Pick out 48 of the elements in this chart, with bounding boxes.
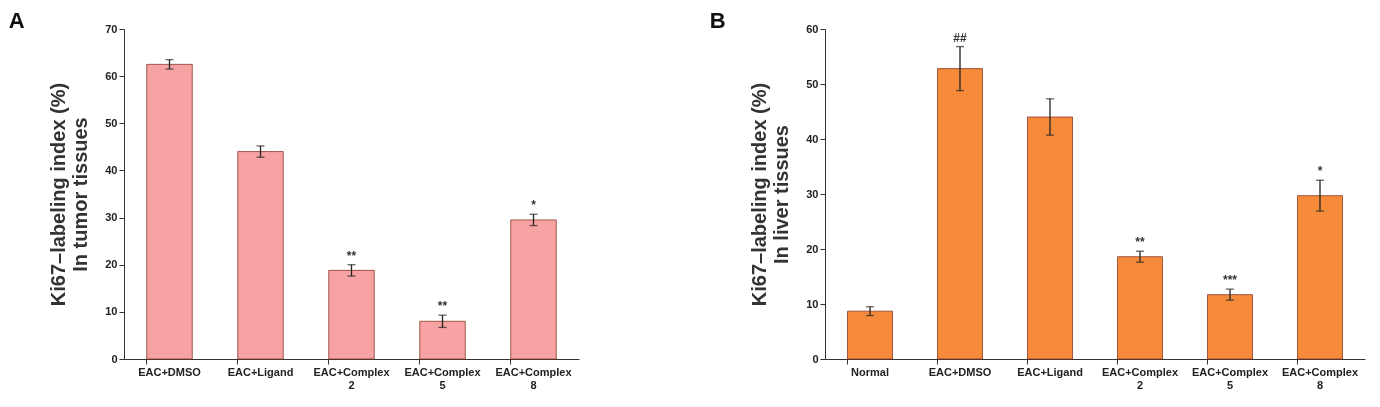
x-tick-label: EAC+Complex 2 [1101, 365, 1179, 391]
x-tick-label: EAC+Complex 8 [1281, 365, 1359, 391]
annotation: ** [1135, 235, 1145, 250]
bar [1297, 195, 1343, 360]
bar [1027, 116, 1073, 360]
y-tick-label: 50 [105, 116, 118, 129]
y-tick-label: 70 [105, 22, 118, 35]
y-tick-label: 20 [806, 242, 819, 255]
x-tick-label: Normal [851, 365, 889, 378]
y-tick-label: 10 [806, 297, 819, 310]
y-tick-label: 20 [105, 258, 118, 271]
bar [237, 151, 284, 360]
y-tick-label: 60 [806, 22, 819, 35]
chart-title: A [8, 8, 25, 33]
x-tick-label: EAC+Complex 5 [1191, 365, 1269, 391]
x-tick-label: EAC+Ligand [227, 365, 294, 378]
chart-title: B [709, 8, 726, 33]
y-tick-label: 50 [806, 77, 819, 90]
bar [1207, 294, 1253, 360]
annotation: *** [1222, 273, 1238, 288]
bar [1117, 256, 1163, 360]
bar [328, 269, 375, 360]
x-tick-label: EAC+DMSO [138, 365, 202, 378]
bar [510, 219, 557, 360]
y-tick-label: 0 [812, 352, 819, 365]
x-tick-label: EAC+Ligand [1017, 365, 1083, 378]
x-tick-label: EAC+Complex 5 [404, 365, 482, 391]
x-tick-label: EAC+DMSO [928, 365, 992, 378]
bar [419, 320, 466, 360]
bar [937, 68, 983, 360]
x-tick-label: EAC+Complex 2 [313, 365, 391, 391]
bar [847, 310, 893, 360]
y-axis-title: Ki67–labeling index (%) In tumor tissues [47, 82, 92, 307]
y-tick-label: 0 [111, 352, 118, 365]
y-tick-label: 40 [105, 163, 118, 176]
y-tick-label: 30 [806, 187, 819, 200]
annotation: ** [437, 299, 448, 314]
annotation: * [531, 198, 537, 213]
bar [146, 63, 193, 360]
y-tick-label: 40 [806, 132, 819, 145]
annotation: * [1317, 164, 1323, 179]
x-tick-label: EAC+Complex 8 [495, 365, 573, 391]
y-tick-label: 30 [105, 211, 118, 224]
annotation: ## [953, 30, 967, 45]
y-axis-title: Ki67–labeling index (%) In liver tissues [748, 82, 793, 307]
y-tick-label: 60 [105, 69, 118, 82]
annotation: ** [346, 248, 357, 263]
y-tick-label: 10 [105, 305, 118, 318]
